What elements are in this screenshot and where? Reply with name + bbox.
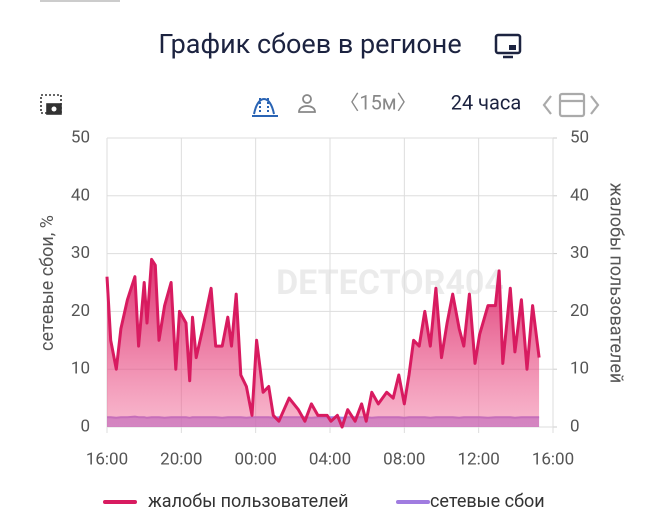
y-tick-label: 20 <box>71 301 90 321</box>
y2-tick-label: 10 <box>570 359 589 379</box>
plot: 0 10 20 30 40 50 0 10 20 30 40 50 16:00 20:00 00:00 04:… <box>71 127 589 469</box>
x-tick-label: 08:00 <box>383 449 425 469</box>
y-tick-label: 30 <box>71 243 90 263</box>
watermark: DETECTOR404 <box>276 263 504 303</box>
legend-label: жалобы пользователей <box>148 491 349 512</box>
x-tick-label: 20:00 <box>160 449 202 469</box>
legend-label: сетевые сбои <box>430 491 545 512</box>
y2-axis-label: жалобы пользователей <box>605 183 626 384</box>
x-tick-label: 04:00 <box>309 449 351 469</box>
y-tick-label: 50 <box>71 127 90 147</box>
user-icon[interactable] <box>298 94 316 113</box>
calendar-nav[interactable] <box>542 92 600 118</box>
y2-tick-label: 50 <box>570 127 589 147</box>
x-tick-label: 16:00 <box>86 449 128 469</box>
y-tick-label: 10 <box>71 359 90 379</box>
y2-tick-label: 0 <box>570 416 580 436</box>
period-label: 24 часа <box>451 90 522 114</box>
y2-tick-label: 30 <box>570 243 589 263</box>
y-tick-label: 0 <box>80 416 90 436</box>
x-tick-label: 12:00 <box>457 449 499 469</box>
series-line <box>105 257 541 429</box>
y2-tick-label: 20 <box>570 301 589 321</box>
chart-mode-icon[interactable] <box>252 98 278 117</box>
y-axis-label: сетевые сбои, % <box>37 215 58 351</box>
x-tick-label: 16:00 <box>532 449 574 469</box>
monitor-icon <box>494 33 522 59</box>
x-tick-label: 00:00 <box>234 449 276 469</box>
y2-tick-label: 40 <box>570 185 589 205</box>
camera-icon[interactable] <box>40 94 62 115</box>
page-title: График сбоев в регионе <box>158 28 461 60</box>
interval-selector[interactable]: 〈15м〉 <box>339 90 416 114</box>
y-tick-label: 40 <box>71 185 90 205</box>
series-area <box>107 259 540 427</box>
